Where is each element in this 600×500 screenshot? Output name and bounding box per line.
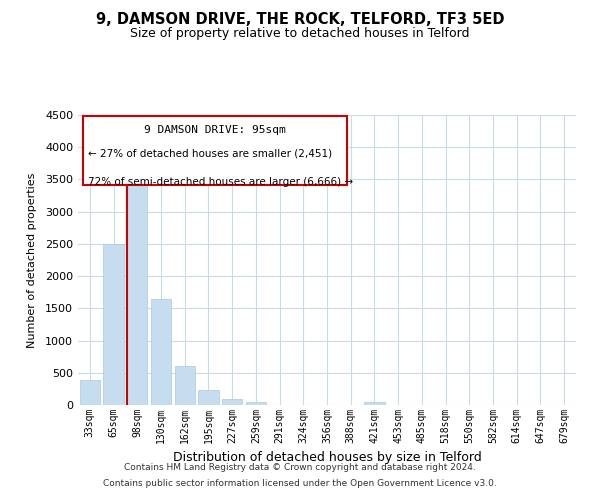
Bar [246, 402, 266, 405]
Text: 72% of semi-detached houses are larger (6,666) →: 72% of semi-detached houses are larger (… [88, 178, 353, 188]
Bar [127, 166, 148, 405]
Y-axis label: Number of detached properties: Number of detached properties [26, 172, 37, 348]
X-axis label: Distribution of detached houses by size in Telford: Distribution of detached houses by size … [173, 452, 481, 464]
Bar [199, 390, 218, 405]
Bar [103, 244, 124, 405]
Bar [80, 380, 100, 405]
Text: 9 DAMSON DRIVE: 95sqm: 9 DAMSON DRIVE: 95sqm [144, 125, 286, 135]
Text: Contains HM Land Registry data © Crown copyright and database right 2024.: Contains HM Land Registry data © Crown c… [124, 464, 476, 472]
Bar [222, 399, 242, 405]
Text: Size of property relative to detached houses in Telford: Size of property relative to detached ho… [130, 28, 470, 40]
Bar [364, 402, 385, 405]
Text: Contains public sector information licensed under the Open Government Licence v3: Contains public sector information licen… [103, 478, 497, 488]
Bar [175, 366, 195, 405]
Text: ← 27% of detached houses are smaller (2,451): ← 27% of detached houses are smaller (2,… [88, 148, 332, 158]
Text: 9, DAMSON DRIVE, THE ROCK, TELFORD, TF3 5ED: 9, DAMSON DRIVE, THE ROCK, TELFORD, TF3 … [96, 12, 504, 28]
Bar [151, 300, 171, 405]
FancyBboxPatch shape [83, 116, 347, 184]
